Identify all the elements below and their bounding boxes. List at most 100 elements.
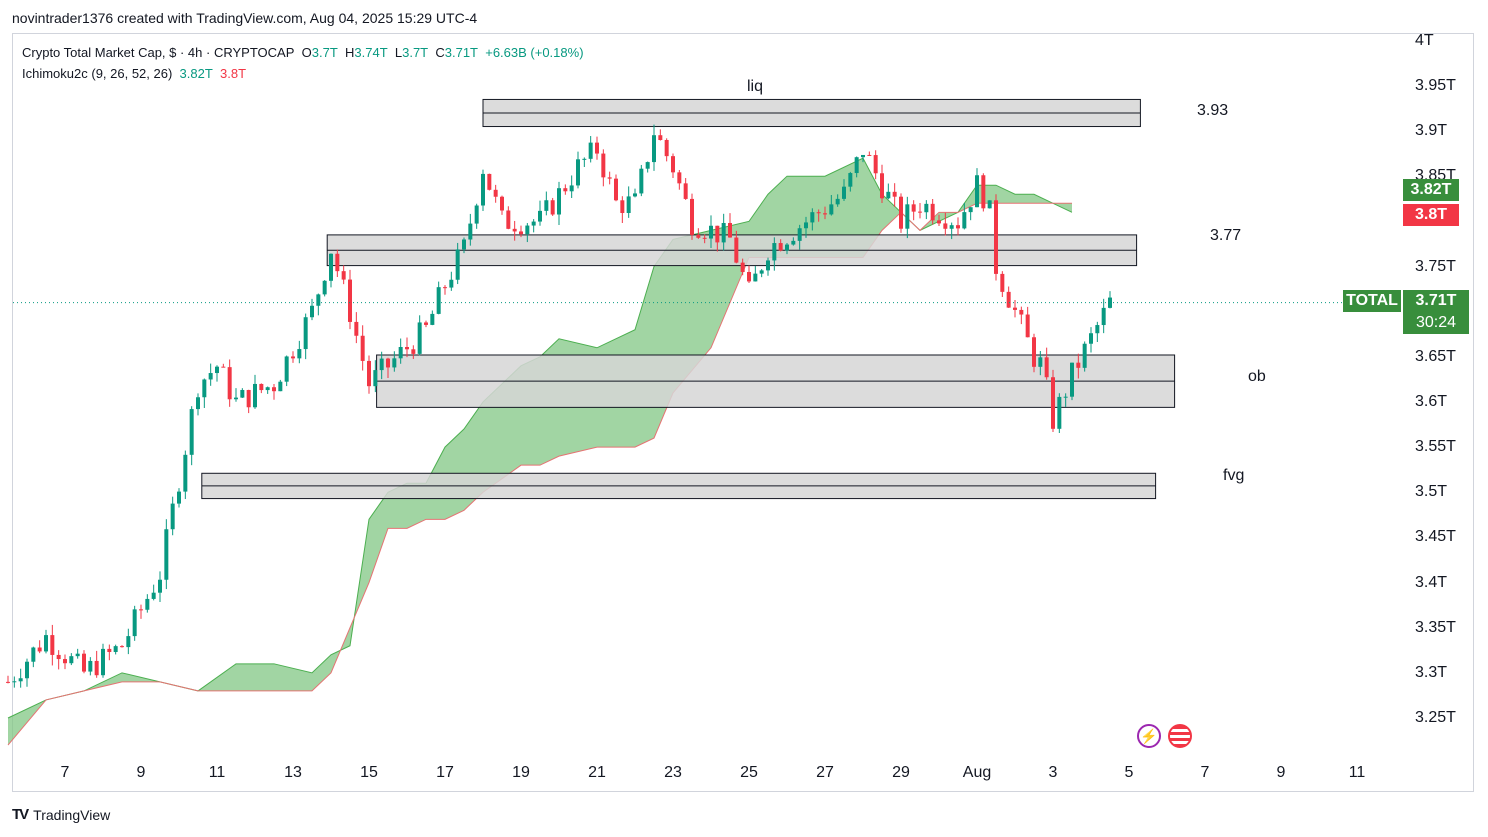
candle-body [778,243,783,251]
candle-body [227,367,232,400]
candle-body [44,635,48,652]
candle-body [107,648,112,653]
candle-body [1013,307,1017,310]
candle-body [791,240,796,245]
x-tick-label: 11 [208,764,226,781]
candle-body [443,287,447,289]
y-tick-label: 3.9T [1415,122,1448,140]
candle-body [259,383,264,391]
candle-body [455,249,460,280]
candle-body [50,635,55,655]
y-tick-label: 3.95T [1415,76,1456,94]
candle-body [75,653,80,657]
high-label: H [345,45,355,60]
y-tick-label: 3.4T [1415,573,1448,591]
candle-body [873,155,878,174]
candle-body [671,156,675,173]
zone-value-3-93: 3.93 [1197,102,1229,119]
candle-body [696,234,701,238]
lightning-icon[interactable]: ⚡ [1137,724,1161,748]
x-tick-label: 29 [892,764,910,781]
ichimoku-span-b-line [7,202,1072,746]
ichimoku-red-badge: 3.8T [1403,204,1459,226]
candle-body [56,654,61,660]
candle-body [639,168,644,194]
open-label: O [301,45,312,60]
candle-body [519,231,523,235]
x-tick-label: 21 [588,764,606,781]
y-tick-label: 3.3T [1415,663,1448,681]
candle-body [1101,307,1106,326]
y-tick-label: 3.75T [1415,257,1456,275]
candle-body [734,237,739,263]
us-flag-icon[interactable] [1168,724,1192,748]
candle-body [481,173,485,206]
candle-body [265,387,270,391]
candle-body [626,196,631,214]
candle-body [31,647,36,662]
candle-body [747,271,751,282]
candle-body [1032,337,1036,367]
bar-countdown-badge: 30:24 [1403,312,1469,334]
high-value: 3.74T [354,45,388,60]
zone-label-fvg: fvg [1223,467,1245,484]
candle-body [880,173,884,199]
candle-body [652,135,656,163]
candle-body [132,609,137,637]
x-tick-label: 23 [664,764,682,781]
candle-body [1000,273,1005,292]
candle-body [683,183,688,199]
candle-body [386,358,390,368]
candle-body [221,366,226,368]
x-tick-label: Aug [962,764,992,781]
candle-body [563,188,568,192]
ichimoku-green-badge: 3.82T [1403,179,1459,201]
candle-body [183,454,188,492]
indicator-value-1: 3.82T [179,66,213,81]
candle-body [956,225,960,229]
x-tick-label: 7 [60,764,70,781]
candle-body [202,379,207,398]
candle-body [1006,291,1011,308]
candle-body [430,313,435,325]
x-tick-label: 13 [284,764,302,781]
candle-body [303,317,308,350]
candle-body [994,200,998,274]
candle-body [6,681,10,683]
candle-body [905,204,910,229]
candle-body [861,154,865,158]
zone-label-liq: liq [747,78,764,95]
x-tick-label: 25 [740,764,758,781]
candle-body [63,659,67,664]
candle-body [12,681,17,683]
candle-body [436,287,441,314]
candle-body [164,529,169,580]
open-value: 3.7T [311,45,338,60]
candle-body [740,262,745,272]
close-label: C [435,45,445,60]
candle-body [468,223,473,240]
candle-body [113,646,118,653]
candle-body [569,185,574,192]
candle-body [538,210,542,222]
candle-body [930,203,935,221]
candle-body [759,270,764,274]
candle-body [341,271,346,280]
candle-body [354,321,359,336]
candle-body [829,204,834,215]
candle-body [937,220,941,224]
candle-body [867,154,872,156]
candle-body [417,322,422,354]
x-tick-label: 9 [136,764,146,781]
tradingview-mark-icon: TV [12,806,29,823]
candle-body [253,383,257,408]
y-tick-label: 3.35T [1415,618,1456,636]
tradingview-logo[interactable]: TV TradingView [12,806,110,823]
candle-body [690,198,694,235]
candle-body [550,200,555,215]
candle-body [310,305,314,318]
candle-body [677,172,682,184]
candle-body [411,349,416,354]
candle-body [1095,325,1100,334]
